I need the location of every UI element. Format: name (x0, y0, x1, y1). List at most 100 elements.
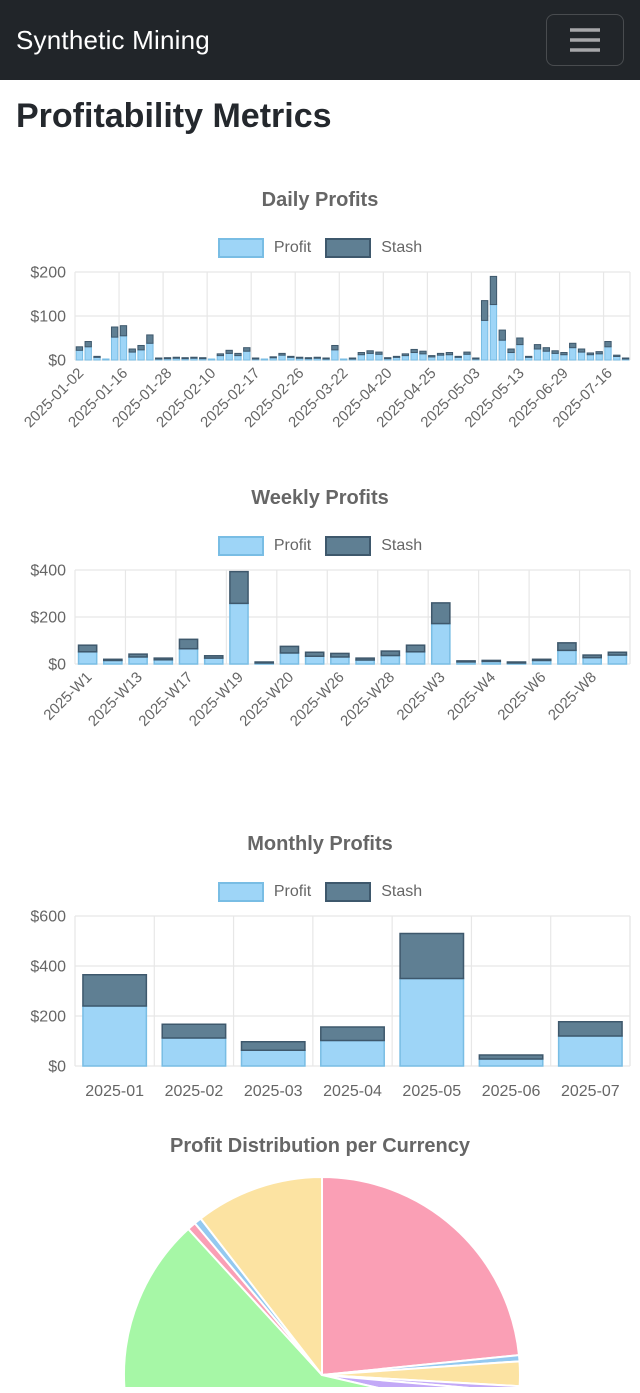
stash-bar-segment[interactable] (199, 357, 207, 360)
stash-bar-segment[interactable] (287, 356, 295, 359)
stash-bar-segment[interactable] (454, 356, 462, 359)
stash-bar-segment[interactable] (254, 661, 275, 664)
profit-bar-segment[interactable] (178, 648, 199, 665)
stash-bar-segment[interactable] (229, 571, 249, 605)
legend-item-profit[interactable]: Profit (217, 882, 311, 903)
stash-bar-segment[interactable] (436, 353, 445, 356)
currency-pie-canvas[interactable] (0, 1160, 640, 1388)
stash-bar-segment[interactable] (506, 661, 527, 664)
stash-bar-segment[interactable] (75, 346, 84, 352)
stash-bar-segment[interactable] (84, 341, 92, 348)
profit-bar-segment[interactable] (84, 346, 92, 361)
stash-bar-segment[interactable] (366, 350, 374, 355)
navbar-brand[interactable]: Synthetic Mining (16, 24, 210, 55)
legend-item-stash[interactable]: Stash (325, 882, 422, 903)
stash-bar-segment[interactable] (161, 1023, 227, 1039)
stash-bar-segment[interactable] (295, 356, 304, 359)
profit-bar-segment[interactable] (542, 350, 550, 361)
stash-bar-segment[interactable] (445, 352, 454, 356)
profit-bar-segment[interactable] (607, 654, 628, 665)
profit-bar-segment[interactable] (560, 354, 568, 361)
stash-bar-segment[interactable] (243, 347, 251, 352)
weekly-chart-canvas[interactable]: $0 $200 $400 2025-W1 2025-W13 2025-W17 2025-W1… (0, 562, 640, 766)
profit-bar-segment[interactable] (128, 656, 148, 665)
profit-bar-segment[interactable] (229, 602, 249, 665)
stash-bar-segment[interactable] (203, 655, 224, 660)
stash-bar-segment[interactable] (507, 348, 515, 354)
profit-bar-segment[interactable] (557, 1035, 623, 1067)
stash-bar-segment[interactable] (551, 350, 559, 355)
stash-bar-segment[interactable] (525, 356, 533, 359)
navbar-toggler-button[interactable] (546, 14, 624, 66)
stash-bar-segment[interactable] (428, 355, 436, 358)
legend-item-stash[interactable]: Stash (325, 238, 422, 259)
profit-bar-segment[interactable] (75, 350, 84, 361)
profit-bar-segment[interactable] (436, 354, 445, 361)
stash-bar-segment[interactable] (320, 1026, 385, 1042)
stash-bar-segment[interactable] (178, 638, 199, 650)
stash-bar-segment[interactable] (279, 645, 300, 654)
legend-item-stash[interactable]: Stash (325, 536, 422, 557)
stash-bar-segment[interactable] (392, 356, 401, 359)
stash-bar-segment[interactable] (322, 357, 330, 360)
stash-bar-segment[interactable] (557, 1021, 623, 1037)
profit-bar-segment[interactable] (243, 350, 251, 361)
stash-bar-segment[interactable] (331, 345, 339, 351)
stash-bar-segment[interactable] (557, 642, 577, 652)
profit-bar-segment[interactable] (203, 657, 224, 665)
stash-bar-segment[interactable] (472, 357, 480, 360)
profit-bar-segment[interactable] (77, 651, 98, 665)
stash-bar-segment[interactable] (304, 651, 325, 658)
stash-bar-segment[interactable] (128, 653, 148, 658)
profit-bar-segment[interactable] (516, 344, 524, 361)
stash-bar-segment[interactable] (399, 932, 465, 980)
stash-bar-segment[interactable] (582, 654, 602, 659)
profit-bar-segment[interactable] (577, 351, 586, 361)
pie-slice[interactable] (321, 1374, 519, 1388)
profit-bar-segment[interactable] (110, 336, 119, 361)
stash-bar-segment[interactable] (153, 657, 174, 661)
stash-bar-segment[interactable] (380, 650, 401, 657)
profit-bar-segment[interactable] (146, 342, 154, 361)
stash-bar-segment[interactable] (251, 357, 260, 360)
profit-bar-segment[interactable] (595, 353, 603, 361)
stash-bar-segment[interactable] (586, 352, 595, 356)
profit-bar-segment[interactable] (357, 354, 365, 361)
stash-bar-segment[interactable] (498, 329, 506, 341)
stash-bar-segment[interactable] (348, 357, 357, 360)
stash-bar-segment[interactable] (313, 356, 321, 359)
stash-bar-segment[interactable] (375, 351, 383, 355)
stash-bar-segment[interactable] (430, 602, 451, 625)
profit-bar-segment[interactable] (119, 335, 128, 361)
stash-bar-segment[interactable] (93, 356, 101, 359)
profit-bar-segment[interactable] (613, 356, 621, 361)
stash-bar-segment[interactable] (119, 325, 128, 337)
stash-bar-segment[interactable] (560, 352, 568, 356)
profit-bar-segment[interactable] (331, 349, 339, 361)
profit-bar-segment[interactable] (128, 351, 136, 361)
stash-bar-segment[interactable] (225, 350, 233, 355)
stash-bar-segment[interactable] (216, 353, 225, 357)
stash-bar-segment[interactable] (480, 300, 489, 322)
profit-bar-segment[interactable] (320, 1039, 385, 1067)
profit-bar-segment[interactable] (430, 623, 451, 665)
profit-bar-segment[interactable] (330, 656, 350, 665)
stash-bar-segment[interactable] (613, 354, 621, 358)
stash-bar-segment[interactable] (190, 356, 198, 359)
profit-bar-segment[interactable] (498, 339, 506, 361)
stash-bar-segment[interactable] (410, 349, 418, 354)
stash-bar-segment[interactable] (516, 337, 524, 346)
profit-bar-segment[interactable] (419, 353, 427, 361)
stash-bar-segment[interactable] (146, 334, 154, 344)
pie-slice[interactable] (123, 1228, 515, 1388)
profit-bar-segment[interactable] (234, 355, 242, 361)
stash-bar-segment[interactable] (542, 347, 550, 352)
profit-bar-segment[interactable] (478, 1058, 544, 1067)
stash-bar-segment[interactable] (82, 974, 148, 1007)
profit-bar-segment[interactable] (551, 353, 559, 361)
stash-bar-segment[interactable] (463, 351, 471, 355)
stash-bar-segment[interactable] (595, 351, 603, 355)
profit-bar-segment[interactable] (405, 651, 426, 665)
stash-bar-segment[interactable] (240, 1041, 306, 1052)
stash-bar-segment[interactable] (234, 353, 242, 357)
